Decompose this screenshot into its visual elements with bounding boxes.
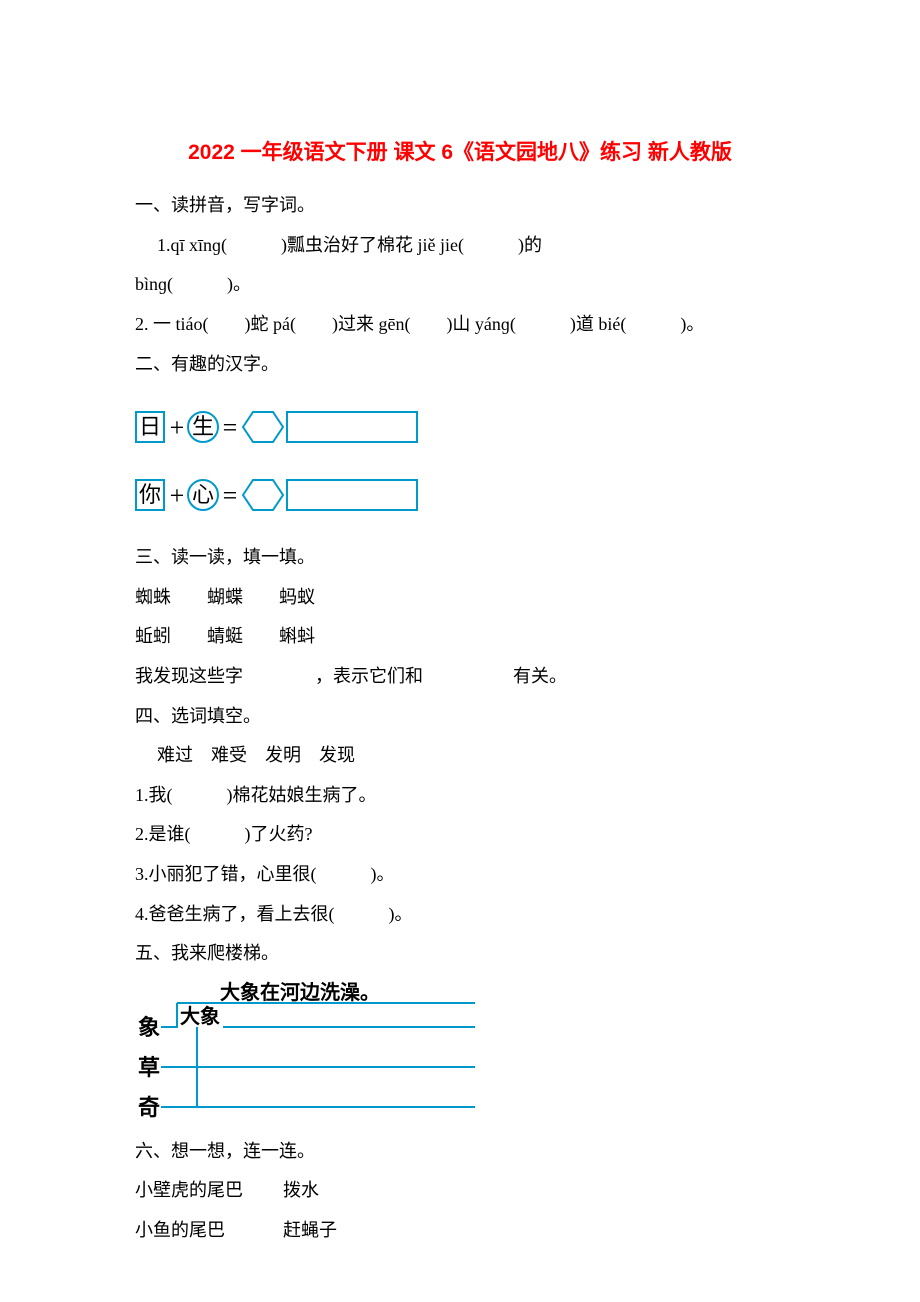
diagram1-box1-text: 日 xyxy=(139,414,161,439)
match-table: 小壁虎的尾巴 拨水 小鱼的尾巴 赶蝇子 xyxy=(135,1171,377,1250)
section4-heading: 四、选词填空。 xyxy=(135,697,785,737)
svg-text:=: = xyxy=(223,413,238,442)
section6-heading: 六、想一想，连一连。 xyxy=(135,1132,785,1172)
table-row: 小壁虎的尾巴 拨水 xyxy=(135,1171,377,1211)
diagram2-circle-text: 心 xyxy=(192,482,214,507)
section2-heading: 二、有趣的汉字。 xyxy=(135,345,785,385)
svg-text:+: + xyxy=(170,481,185,510)
section4-item1: 1.我( )棉花姑娘生病了。 xyxy=(135,776,785,816)
section3-line3: 我发现这些字 ，表示它们和 有关。 xyxy=(135,657,785,697)
stairs-step0: 大象 xyxy=(180,1004,220,1028)
diagram2-box1-text: 你 xyxy=(139,482,161,507)
match-right: 拨水 xyxy=(283,1171,377,1211)
svg-text:=: = xyxy=(223,481,238,510)
section4-item3: 3.小丽犯了错，心里很( )。 xyxy=(135,855,785,895)
char-diagram-2: 你 + 心 = xyxy=(135,470,785,520)
section1-heading: 一、读拼音，写字词。 xyxy=(135,186,785,226)
stairs-diagram: 大象在河边洗澡。 大象 象 草 奇 xyxy=(135,979,785,1127)
section1-line1: 1.qī xīnɡ( )瓢虫治好了棉花 jiě jie( )的 xyxy=(157,226,785,266)
match-left: 小壁虎的尾巴 xyxy=(135,1171,283,1211)
section4-options: 难过 难受 发明 发现 xyxy=(157,736,785,776)
section3-line1: 蜘蛛 蝴蝶 蚂蚁 xyxy=(135,578,785,618)
stairs-step3: 奇 xyxy=(138,1095,160,1120)
stairs-step2: 草 xyxy=(138,1055,160,1080)
stairs-step1: 象 xyxy=(138,1015,160,1040)
table-row: 小鱼的尾巴 赶蝇子 xyxy=(135,1211,377,1251)
char-diagram-1: 日 + 生 = xyxy=(135,402,785,452)
section4-item2: 2.是谁( )了火药? xyxy=(135,815,785,855)
section1-line3: 2. 一 tiáo( )蛇 pá( )过来 gēn( )山 yánɡ( )道 b… xyxy=(135,305,785,345)
section3-heading: 三、读一读，填一填。 xyxy=(135,538,785,578)
svg-text:+: + xyxy=(170,413,185,442)
diagram1-circle-text: 生 xyxy=(192,414,214,439)
section3-line2: 蚯蚓 蜻蜓 蝌蚪 xyxy=(135,617,785,657)
stairs-top-sentence: 大象在河边洗澡。 xyxy=(220,980,380,1004)
section1-line2: bìnɡ( )。 xyxy=(135,265,785,305)
section5-heading: 五、我来爬楼梯。 xyxy=(135,934,785,974)
document-title: 2022 一年级语文下册 课文 6《语文园地八》练习 新人教版 xyxy=(135,130,785,176)
match-right: 赶蝇子 xyxy=(283,1211,377,1251)
match-left: 小鱼的尾巴 xyxy=(135,1211,283,1251)
section4-item4: 4.爸爸生病了，看上去很( )。 xyxy=(135,895,785,935)
